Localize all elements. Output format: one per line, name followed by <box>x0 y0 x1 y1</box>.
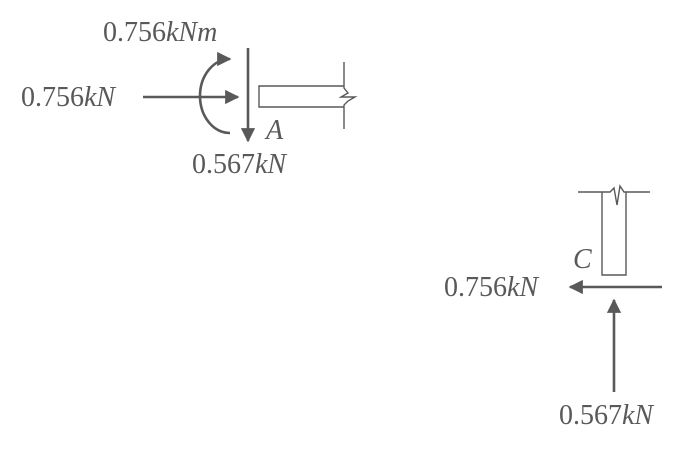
joint-c-point-label: C <box>573 244 592 275</box>
joint-a-group: 0.756kNm 0.756kN 0.567kN A <box>21 17 358 180</box>
joint-c-member <box>578 184 650 276</box>
joint-c-horizontal-force-label: 0.756kN <box>444 272 539 303</box>
joint-c-group: C 0.756kN 0.567kN <box>444 184 662 431</box>
joint-c-vertical-force-label: 0.567kN <box>559 400 654 431</box>
joint-a-horizontal-force-label: 0.756kN <box>21 82 116 113</box>
joint-a-vertical-force-label: 0.567kN <box>192 149 287 180</box>
joint-a-point-label: A <box>264 115 284 146</box>
joint-a-moment-label: 0.756kNm <box>103 17 217 48</box>
joint-a-member <box>258 62 358 129</box>
